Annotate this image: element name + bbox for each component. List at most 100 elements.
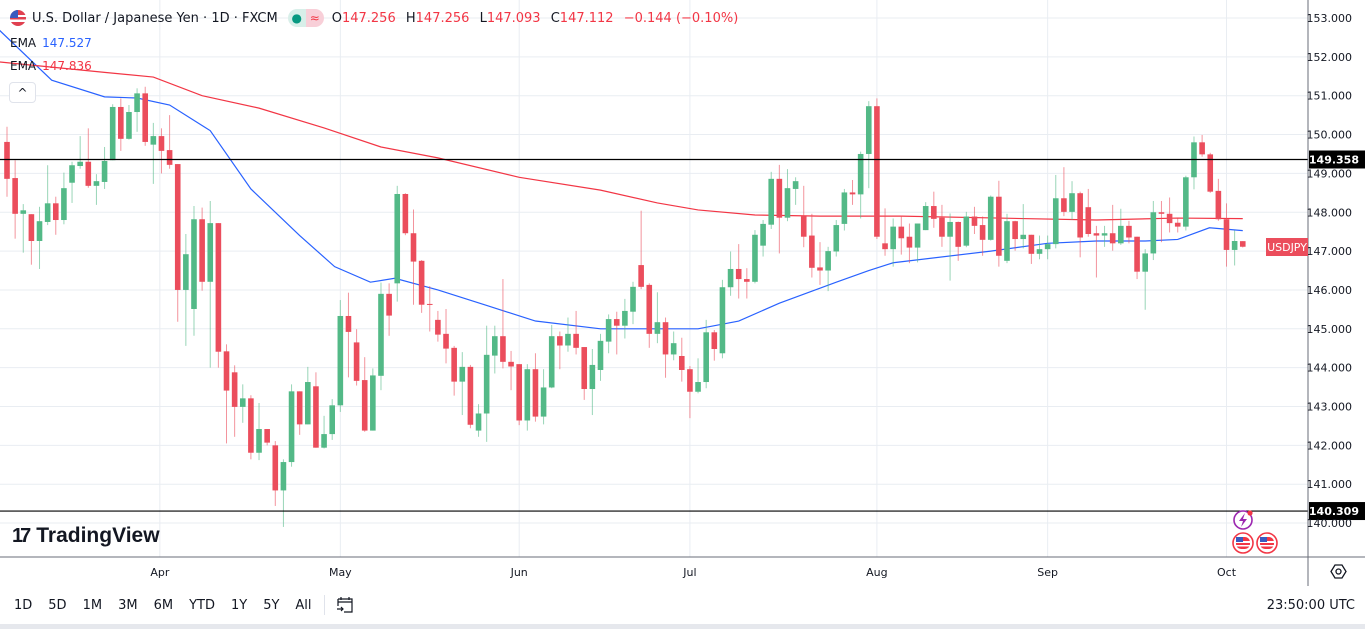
candle-up xyxy=(1118,208,1124,245)
market-open-icon: ● xyxy=(287,9,306,27)
price-tick-label: 144.000 xyxy=(1307,362,1353,375)
range-6m[interactable]: 6M xyxy=(153,597,174,613)
candle-down xyxy=(662,317,669,378)
tradingview-logo[interactable]: 17 TradingView xyxy=(12,524,160,548)
candle-body xyxy=(532,369,539,417)
candle-down xyxy=(581,347,588,400)
close-label: C xyxy=(550,10,560,26)
candle-up xyxy=(126,105,132,140)
us-flag-event-icon[interactable] xyxy=(1256,532,1278,554)
candle-down xyxy=(971,206,978,235)
candle-up xyxy=(394,185,401,302)
candle-body xyxy=(1061,198,1067,212)
candle-body xyxy=(475,413,482,431)
price-axis[interactable]: 140.000 141.000 142.000 143.000 144.000 145.0… xyxy=(1307,12,1353,530)
candle-down xyxy=(1223,203,1230,267)
range-5y[interactable]: 5Y xyxy=(263,597,280,613)
range-5d[interactable]: 5D xyxy=(48,597,67,613)
candle-up xyxy=(109,104,116,161)
range-1m[interactable]: 1M xyxy=(82,597,103,613)
candle-up xyxy=(483,325,490,442)
go-to-date-calendar-icon[interactable] xyxy=(335,595,355,615)
time-tick-label: Jul xyxy=(682,566,696,579)
candle-body xyxy=(207,223,214,282)
candle-body xyxy=(1093,233,1100,236)
candle-body xyxy=(378,293,384,376)
candle-down xyxy=(1126,220,1132,244)
event-icons[interactable] xyxy=(1232,510,1278,554)
range-1y[interactable]: 1Y xyxy=(230,597,248,613)
ema-slow-legend[interactable]: EMA 147.836 xyxy=(10,59,92,73)
candle-down xyxy=(215,223,222,368)
symbol-title[interactable]: U.S. Dollar / Japanese Yen · 1D · FXCM xyxy=(32,10,278,26)
candle-up xyxy=(833,220,840,257)
candle-up xyxy=(589,349,596,416)
range-all[interactable]: All xyxy=(295,597,312,613)
market-status[interactable]: ● ≈ xyxy=(287,9,324,27)
candle-down xyxy=(874,98,880,240)
candle-body xyxy=(467,366,474,425)
candle-body xyxy=(1012,221,1018,240)
candle-body xyxy=(166,150,173,165)
candle-down xyxy=(508,350,514,391)
clock-utc[interactable]: 23:50:00 UTC xyxy=(1266,597,1355,613)
candle-down xyxy=(426,286,433,332)
candle-body xyxy=(402,193,409,234)
candle-body xyxy=(1183,177,1189,227)
candle-up xyxy=(1183,175,1189,231)
candle-body xyxy=(1215,190,1222,220)
candle-body xyxy=(256,429,262,453)
candle-body xyxy=(573,333,579,348)
candle-down xyxy=(1061,167,1067,217)
candle-up xyxy=(565,317,571,352)
candle-down xyxy=(451,345,457,396)
candle-body xyxy=(1142,253,1148,272)
candle-up xyxy=(719,279,726,359)
candle-down xyxy=(386,283,392,336)
candle-up xyxy=(378,282,384,391)
range-3m[interactable]: 3M xyxy=(118,597,138,613)
candle-up xyxy=(492,325,498,374)
range-ytd[interactable]: YTD xyxy=(189,597,215,613)
time-tick-label: Oct xyxy=(1217,566,1237,579)
candle-body xyxy=(126,112,132,139)
candle-up xyxy=(890,218,896,267)
symbol-legend[interactable]: U.S. Dollar / Japanese Yen · 1D · FXCM ●… xyxy=(10,9,744,27)
candle-body xyxy=(1028,234,1035,254)
chart-settings-icon[interactable] xyxy=(1330,563,1347,580)
candle-body xyxy=(305,382,311,425)
candle-body xyxy=(1101,233,1108,236)
candle-body xyxy=(670,343,677,355)
candle-down xyxy=(1239,241,1246,248)
range-1d[interactable]: 1D xyxy=(14,597,33,613)
collapse-legend-button[interactable]: ^ xyxy=(9,82,36,103)
price-tick-label: 146.000 xyxy=(1307,284,1353,297)
candle-up xyxy=(695,358,701,394)
low-label: L xyxy=(479,10,487,26)
candle-body xyxy=(882,243,888,250)
candles xyxy=(4,86,1246,527)
candle-up xyxy=(703,319,709,389)
time-axis[interactable]: Apr May Jun Jul Aug Sep Oct xyxy=(150,566,1236,579)
candle-down xyxy=(573,310,579,355)
candle-body xyxy=(613,319,620,326)
candle-body xyxy=(784,188,791,218)
candle-up xyxy=(914,223,921,263)
candle-body xyxy=(898,226,905,239)
price-chart[interactable]: 149.358 140.309 140.000 141.000 142.000 143.… xyxy=(0,0,1365,586)
candle-body xyxy=(492,336,498,356)
horizontal-lines[interactable]: 149.358 140.309 xyxy=(0,150,1365,521)
candle-up xyxy=(792,177,799,205)
candle-down xyxy=(809,213,815,278)
ema-fast-legend[interactable]: EMA 147.527 xyxy=(10,36,92,50)
us-flag-event-icon[interactable] xyxy=(1232,532,1254,554)
candle-up xyxy=(768,171,775,229)
candle-body xyxy=(1231,240,1238,250)
candle-body xyxy=(1239,241,1246,247)
candle-body xyxy=(865,106,872,154)
candle-down xyxy=(223,344,230,444)
candle-body xyxy=(914,223,921,248)
candle-down xyxy=(906,223,913,264)
candle-body xyxy=(93,181,100,186)
candle-body xyxy=(52,203,59,221)
